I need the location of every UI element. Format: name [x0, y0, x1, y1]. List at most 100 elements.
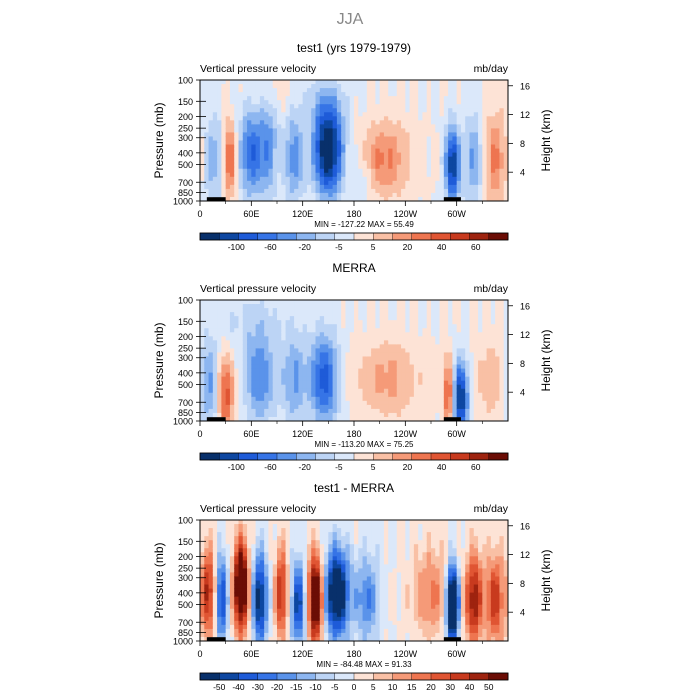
heatmap-cell	[465, 176, 471, 182]
heatmap-cell	[388, 180, 394, 186]
heatmap-cell	[486, 388, 492, 394]
heatmap-cell	[388, 316, 394, 321]
heatmap-cell	[383, 136, 389, 142]
heatmap-cell	[212, 160, 218, 166]
heatmap-cell	[208, 340, 214, 345]
heatmap-cell	[405, 364, 411, 370]
heatmap-cell	[225, 612, 231, 618]
heatmap-cell	[212, 588, 218, 594]
heatmap-cell	[503, 332, 508, 337]
heatmap-cell	[499, 408, 505, 414]
heatmap-cell	[362, 80, 368, 85]
heatmap-cell	[229, 576, 235, 582]
heatmap-cell	[422, 316, 428, 321]
heatmap-cell	[371, 412, 376, 418]
heatmap-cell	[388, 92, 394, 97]
heatmap-cell	[469, 348, 475, 354]
heatmap-cell	[336, 192, 342, 198]
heatmap-cell	[465, 416, 471, 421]
heatmap-cell	[217, 364, 222, 370]
heatmap-cell	[341, 364, 347, 370]
heatmap-cell	[225, 392, 231, 398]
heatmap-cell	[443, 88, 449, 93]
heatmap-cell	[495, 156, 501, 162]
heatmap-cell	[242, 88, 248, 93]
heatmap-cell	[200, 136, 205, 142]
heatmap-cell	[315, 304, 321, 309]
heatmap-cell	[268, 96, 274, 101]
heatmap-cell	[221, 108, 227, 113]
heatmap-cell	[418, 308, 424, 313]
heatmap-cell	[259, 592, 265, 598]
heatmap-cell	[319, 156, 325, 162]
heatmap-cell	[302, 384, 308, 390]
heatmap-cell	[379, 92, 385, 97]
heatmap-cell	[212, 304, 218, 309]
heatmap-cell	[294, 120, 299, 125]
heatmap-cell	[413, 412, 419, 418]
heatmap-cell	[418, 312, 424, 317]
heatmap-cell	[465, 380, 471, 386]
heatmap-cell	[234, 400, 240, 406]
heatmap-cell	[460, 388, 466, 394]
heatmap-cell	[371, 368, 376, 374]
heatmap-cell	[435, 168, 441, 174]
heatmap-cell	[443, 400, 449, 406]
heatmap-cell	[439, 164, 445, 170]
heatmap-cell	[217, 320, 222, 325]
heatmap-cell	[379, 88, 385, 93]
heatmap-cell	[465, 144, 471, 150]
heatmap-cell	[396, 184, 402, 190]
heatmap-cell	[281, 400, 287, 406]
heatmap-cell	[478, 364, 483, 370]
heatmap-cell	[413, 92, 419, 97]
x-tick-label: 60E	[243, 209, 259, 219]
heatmap-cell	[268, 320, 274, 325]
heatmap-cell	[354, 312, 359, 317]
heatmap-cell	[247, 360, 252, 366]
heatmap-cell	[366, 144, 372, 150]
heatmap-cell	[495, 372, 501, 378]
heatmap-cell	[268, 148, 274, 154]
heatmap-cell	[289, 368, 295, 374]
heatmap-cell	[409, 184, 415, 190]
heatmap-cell	[439, 156, 445, 162]
heatmap-cell	[396, 316, 402, 321]
heatmap-cell	[306, 352, 312, 358]
heatmap-cell	[277, 308, 282, 313]
heatmap-cell	[328, 92, 334, 97]
heatmap-cell	[264, 96, 270, 101]
heatmap-cell	[208, 108, 214, 113]
heatmap-cell	[465, 196, 471, 201]
heatmap-cell	[469, 148, 475, 154]
heatmap-cell	[405, 124, 411, 129]
heatmap-cell	[392, 356, 398, 362]
colorbar-label: -20	[299, 242, 312, 252]
heatmap-cell	[212, 556, 218, 561]
heatmap-cell	[413, 112, 419, 117]
heatmap-cell	[426, 164, 432, 170]
heatmap-cell	[234, 608, 240, 614]
heatmap-cell	[478, 144, 483, 150]
heatmap-cell	[439, 100, 445, 105]
heatmap-cell	[208, 536, 214, 541]
heatmap-cell	[247, 540, 252, 545]
heatmap-cell	[482, 328, 488, 333]
heatmap-cell	[319, 184, 325, 190]
heatmap-cell	[499, 156, 505, 162]
heatmap-cell	[268, 184, 274, 190]
heatmap-cell	[405, 360, 411, 366]
heatmap-cell	[251, 376, 257, 382]
heatmap-cell	[443, 344, 449, 349]
heatmap-cell	[503, 320, 508, 325]
heatmap-cell	[306, 364, 312, 370]
heatmap-cell	[234, 528, 240, 533]
heatmap-cell	[396, 148, 402, 154]
heatmap-cell	[341, 404, 347, 410]
heatmap-cell	[418, 404, 424, 410]
heatmap-cell	[426, 100, 432, 105]
heatmap-cell	[242, 356, 248, 362]
heatmap-cell	[482, 320, 488, 325]
heatmap-cell	[324, 164, 329, 170]
heatmap-cell	[465, 188, 471, 194]
